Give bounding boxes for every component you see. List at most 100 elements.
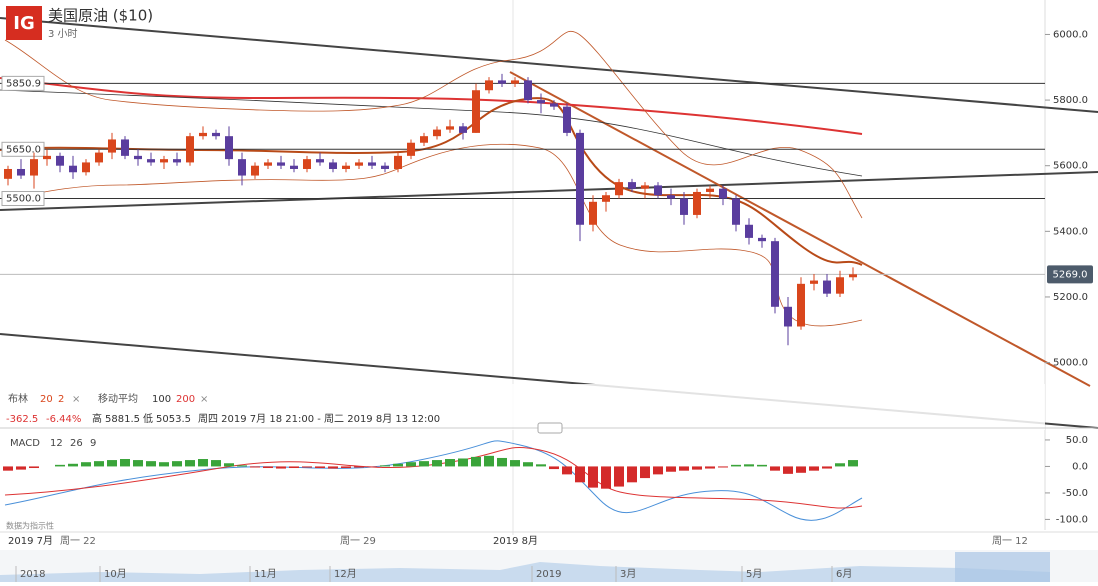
candle-body	[706, 188, 714, 192]
candle-body	[186, 136, 194, 163]
macd-bar	[198, 459, 208, 467]
high-label: 高	[92, 412, 102, 425]
macd-bar	[601, 466, 611, 489]
level-label-box	[1, 75, 45, 91]
candle-body	[394, 155, 402, 169]
macd-bar	[16, 466, 26, 470]
candle-body	[615, 182, 623, 196]
low: 5053.5	[156, 414, 191, 425]
y-tick-label: 50.0	[1066, 435, 1088, 446]
macd-bar	[484, 455, 494, 467]
remove-button[interactable]: ×	[200, 394, 208, 405]
low-label: 低	[143, 412, 153, 425]
candle-body	[225, 136, 233, 160]
bollinger-middle	[0, 97, 863, 266]
indicator-param: 2	[58, 394, 64, 405]
candle-body	[368, 162, 376, 166]
level-label-box	[1, 191, 45, 207]
y-tick-label: 0.0	[1072, 461, 1088, 472]
candle-body	[277, 162, 285, 166]
navigator-area	[0, 562, 1050, 582]
candle-body	[459, 126, 467, 133]
candle-body	[316, 159, 324, 163]
macd-bar	[172, 461, 182, 467]
candle-body	[420, 136, 428, 143]
candle-body	[589, 201, 597, 225]
interval: 3 小时	[48, 28, 78, 40]
indicator-name: 布林	[8, 392, 28, 405]
candle-body	[147, 159, 155, 163]
macd-bar	[523, 462, 533, 467]
signal-line	[4, 447, 863, 509]
x-tick-label: 周一 29	[340, 535, 376, 547]
macd-bar	[380, 465, 390, 467]
candle-body	[303, 159, 311, 169]
macd-bar	[133, 460, 143, 467]
candle-body	[30, 159, 38, 176]
macd-bar	[367, 466, 377, 467]
macd-bar	[835, 463, 845, 467]
macd-bar	[692, 466, 702, 470]
macd-bar	[354, 466, 364, 468]
navigator-window[interactable]	[955, 552, 1050, 582]
candle-body	[4, 168, 12, 179]
candle-body	[511, 80, 519, 84]
macd-bar	[666, 466, 676, 472]
ma-200	[0, 77, 863, 135]
macd-bar	[653, 466, 663, 475]
candle-body	[199, 132, 207, 137]
trend-line	[509, 71, 1091, 387]
candle-body	[82, 162, 90, 173]
candle-body	[693, 191, 701, 215]
level-label: 5500.0	[6, 194, 41, 205]
macd-bar	[94, 461, 104, 467]
remove-button[interactable]: ×	[72, 394, 80, 405]
macd-bar	[575, 466, 585, 483]
macd-bar	[289, 466, 299, 469]
candle-body	[381, 165, 389, 169]
y-tick-label: 5000.0	[1053, 358, 1088, 369]
indicator-param: 200	[176, 394, 195, 405]
macd-bar	[224, 463, 234, 467]
macd-bar	[549, 466, 559, 470]
candle-body	[43, 155, 51, 160]
candle-body	[134, 155, 142, 160]
candle-body	[654, 185, 662, 196]
macd-bar	[822, 466, 832, 469]
bollinger-upper	[4, 30, 863, 219]
y-tick-label: -50.0	[1062, 488, 1088, 499]
macd-bar	[458, 458, 468, 467]
macd-bar	[731, 464, 741, 467]
candle-body	[667, 195, 675, 199]
macd-param: 9	[90, 438, 96, 449]
macd-bar	[783, 466, 793, 474]
indicator-param: 20	[40, 394, 53, 405]
pane-resize-handle[interactable]	[537, 422, 563, 434]
trend-line	[0, 171, 1098, 211]
macd-name: MACD	[10, 438, 40, 449]
candle-body	[810, 280, 818, 284]
macd-bar	[211, 460, 221, 467]
macd-bar	[29, 466, 39, 469]
macd-bar	[120, 459, 130, 467]
candle-body	[56, 155, 64, 166]
macd-bar	[562, 466, 572, 475]
macd-bar	[406, 462, 416, 467]
candle-body	[173, 159, 181, 163]
macd-bar	[419, 461, 429, 467]
macd-bar	[159, 462, 169, 467]
macd-bar	[744, 464, 754, 467]
trend-line	[0, 17, 1098, 113]
y-tick-label: 6000.0	[1053, 29, 1088, 40]
navigator-label: 5月	[746, 568, 762, 580]
candle-body	[160, 159, 168, 163]
logo-text: IG	[13, 13, 34, 34]
candle-body	[264, 162, 272, 166]
macd-bar	[3, 466, 13, 471]
candle-body	[212, 132, 220, 137]
change-pct: -6.44%	[46, 414, 81, 425]
candle-body	[537, 100, 545, 104]
macd-bar	[640, 466, 650, 479]
